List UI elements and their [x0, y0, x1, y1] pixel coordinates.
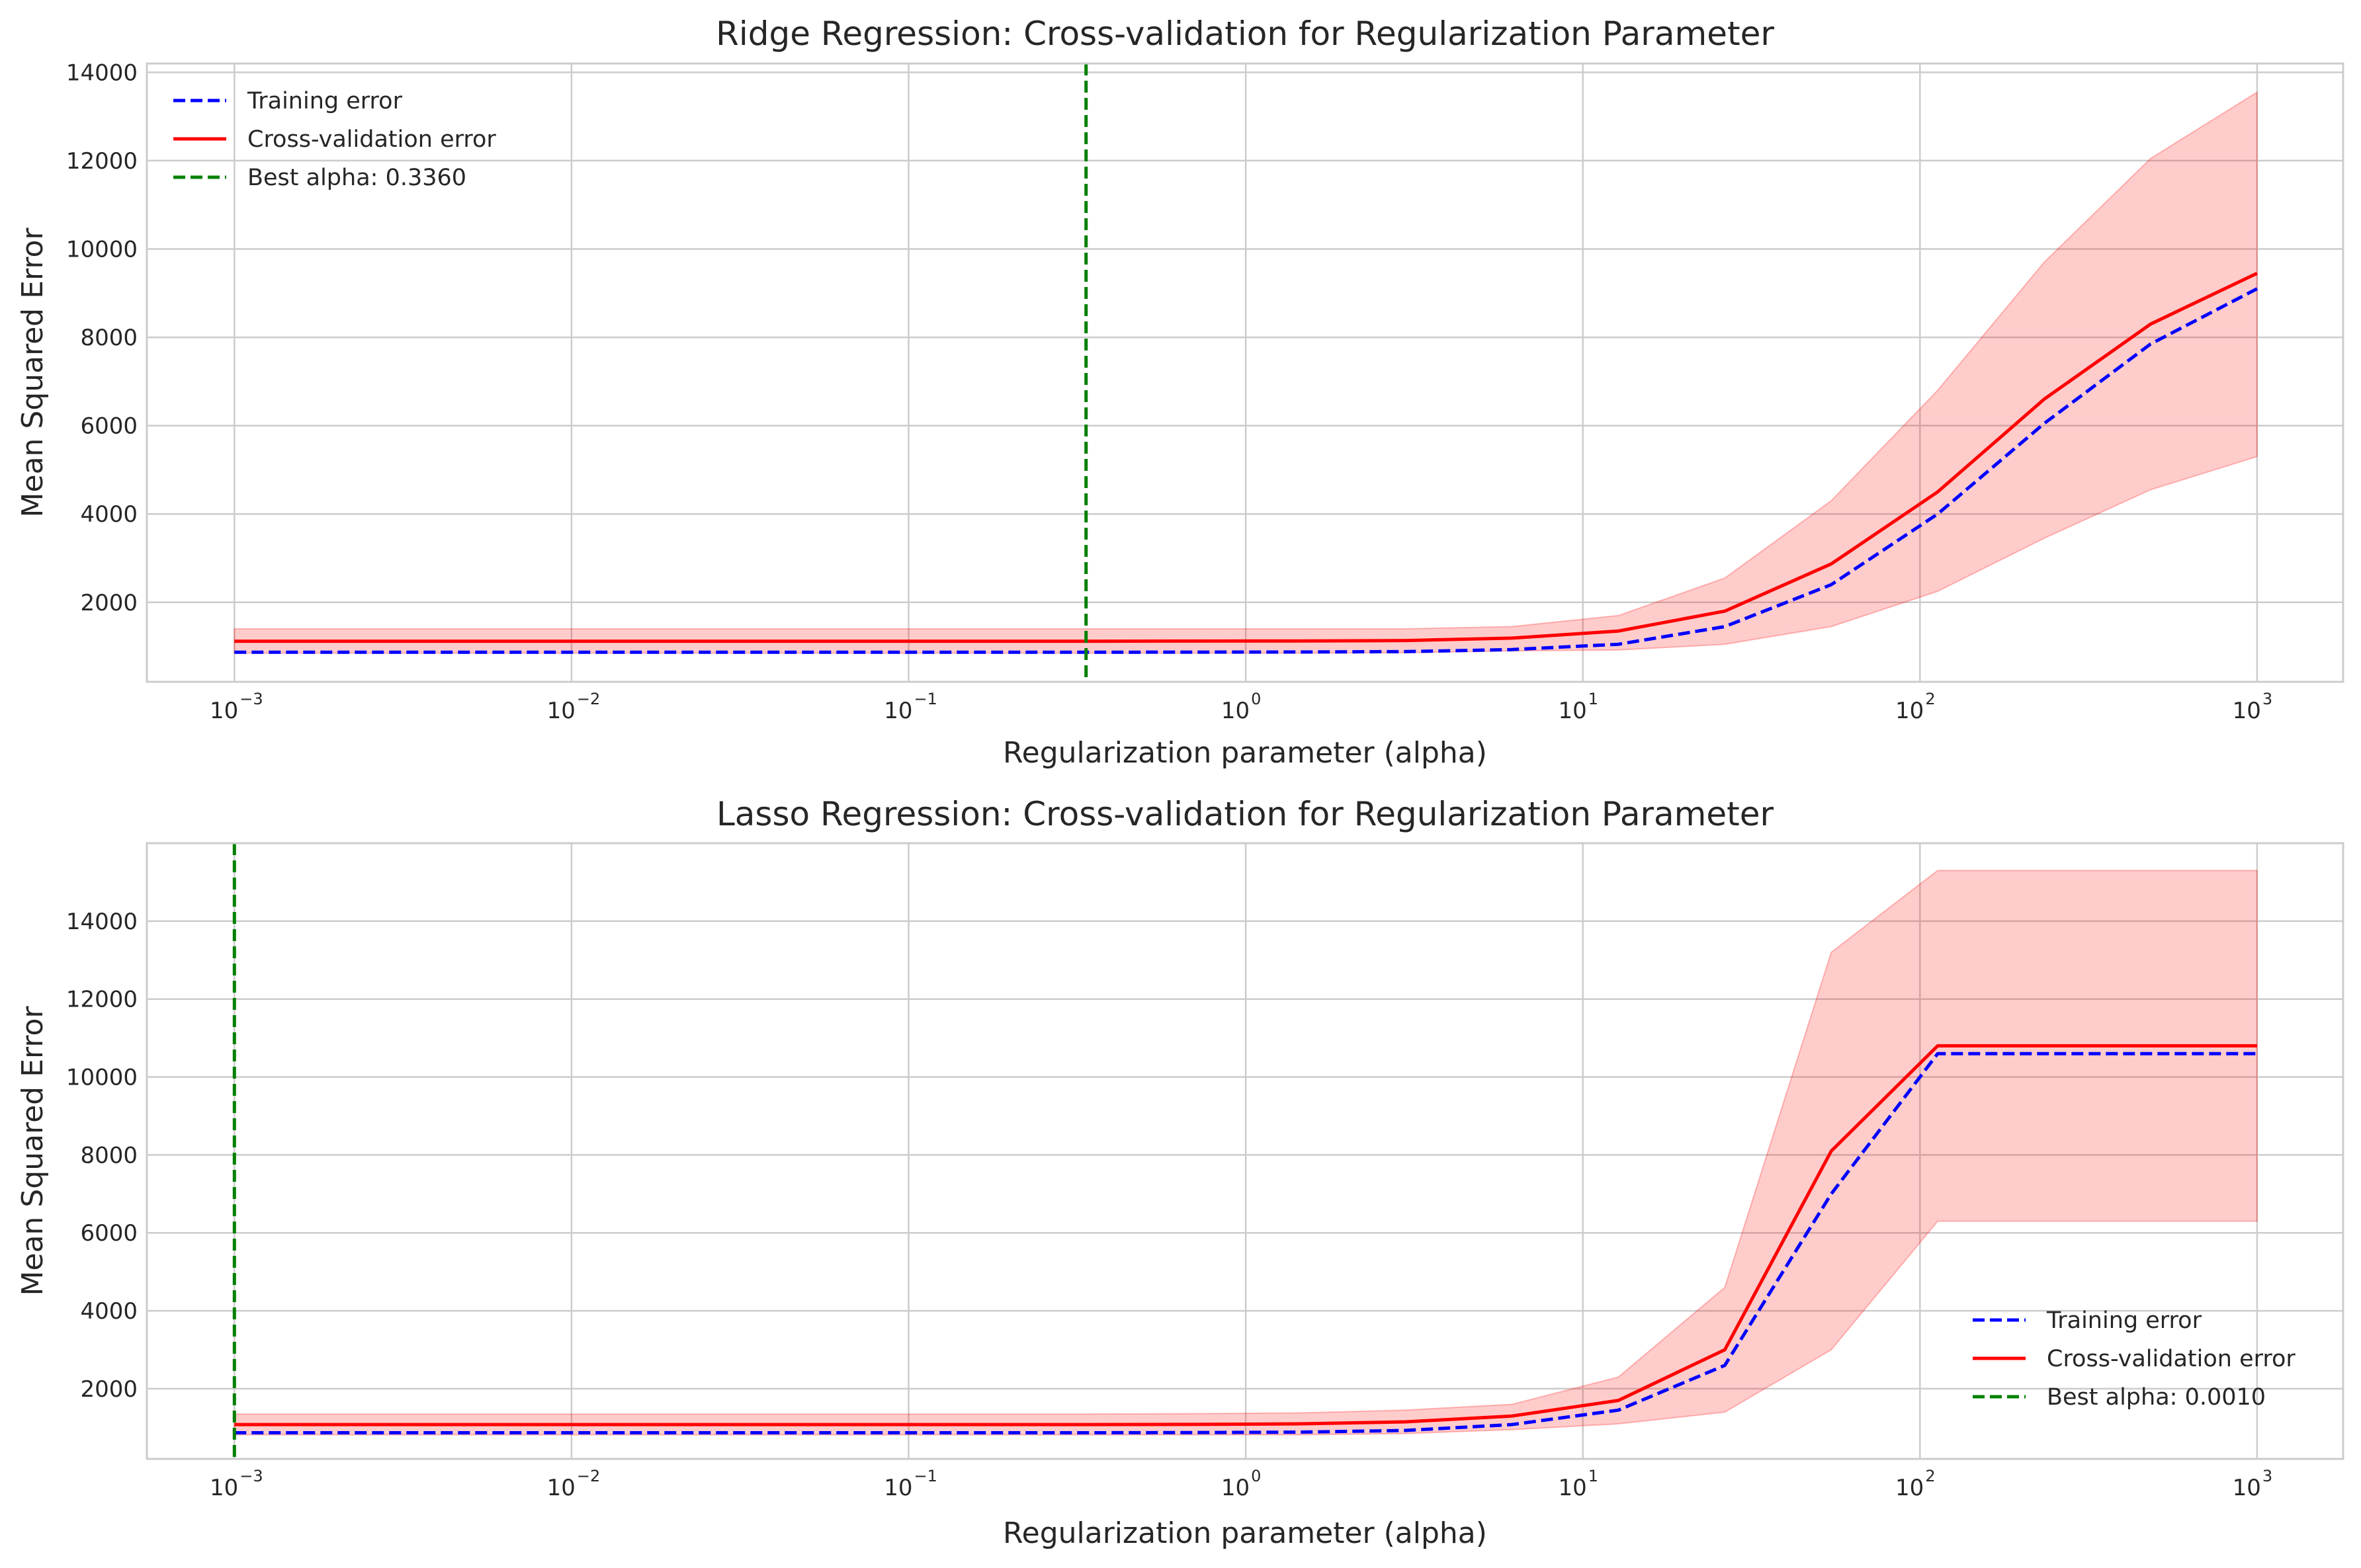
x-tick-label: 10	[547, 1475, 576, 1501]
y-tick-label: 10000	[66, 237, 138, 263]
y-tick-label: 2000	[80, 1376, 138, 1403]
y-tick-label: 8000	[80, 325, 138, 351]
ridge-legend: Training error Cross-validation error Best…	[173, 88, 496, 191]
x-tick-label: 10	[2233, 1475, 2261, 1501]
x-tick-label: 10	[1221, 1475, 1250, 1501]
x-tick-label: 10	[1558, 698, 1586, 724]
x-tick-exponent: −1	[914, 690, 937, 708]
x-tick-label: 10	[1221, 698, 1250, 724]
x-tick-label: 10	[884, 1475, 912, 1501]
x-tick-exponent: −2	[577, 690, 600, 708]
x-tick-label: 10	[547, 698, 576, 724]
y-tick-label: 4000	[80, 1298, 138, 1325]
ridge-gridlines	[147, 63, 2343, 682]
lasso-gridlines	[147, 843, 2343, 1459]
legend-label: Training error	[247, 88, 403, 114]
lasso-training-error-line	[234, 1052, 2257, 1434]
y-tick-label: 10000	[66, 1065, 138, 1091]
y-tick-label: 6000	[80, 1220, 138, 1247]
y-tick-label: 2000	[80, 590, 138, 616]
ridge-y-axis-label: Mean Squared Error	[16, 227, 50, 518]
x-tick-label: 10	[884, 698, 912, 724]
x-tick-exponent: 1	[1588, 690, 1598, 708]
x-tick-exponent: 0	[1251, 690, 1261, 708]
x-tick-exponent: 3	[2262, 690, 2272, 708]
lasso-title: Lasso Regression: Cross-validation for R…	[716, 795, 1774, 833]
x-tick-exponent: 1	[1588, 1467, 1598, 1485]
ridge-title: Ridge Regression: Cross-validation for R…	[716, 15, 1774, 53]
legend-label: Best alpha: 0.3360	[247, 165, 466, 191]
x-tick-exponent: −2	[577, 1467, 600, 1485]
x-tick-label: 10	[2233, 698, 2261, 724]
legend-label: Cross-validation error	[2047, 1346, 2296, 1372]
x-tick-exponent: 0	[1251, 1467, 1261, 1485]
x-tick-label: 10	[210, 1475, 238, 1501]
x-tick-label: 10	[210, 698, 238, 724]
lasso-x-axis-label: Regularization parameter (alpha)	[1003, 1516, 1487, 1550]
y-tick-label: 12000	[66, 148, 138, 175]
x-tick-exponent: 2	[1925, 1467, 1935, 1485]
x-tick-exponent: 2	[1925, 690, 1935, 708]
x-tick-exponent: −3	[239, 690, 263, 708]
legend-label: Best alpha: 0.0010	[2047, 1384, 2266, 1411]
lasso-legend: Training error Cross-validation error Best…	[1973, 1307, 2296, 1411]
ridge-plot-frame	[146, 62, 2344, 683]
y-tick-label: 8000	[80, 1142, 138, 1169]
x-tick-exponent: −3	[239, 1467, 263, 1485]
y-tick-label: 14000	[66, 909, 138, 935]
y-tick-label: 12000	[66, 987, 138, 1013]
x-tick-exponent: −1	[914, 1467, 937, 1485]
x-tick-label: 10	[1558, 1475, 1586, 1501]
lasso-cv-std-band	[234, 870, 2258, 1436]
x-tick-label: 10	[1895, 698, 1924, 724]
ridge-training-error-line	[234, 287, 2258, 654]
legend-label: Cross-validation error	[247, 126, 496, 153]
y-tick-label: 6000	[80, 413, 138, 440]
ridge-x-axis-label: Regularization parameter (alpha)	[1003, 736, 1487, 770]
ridge-cv-error-line	[234, 271, 2258, 643]
lasso-cv-error-line	[234, 1044, 2257, 1426]
x-tick-exponent: 3	[2262, 1467, 2272, 1485]
y-tick-label: 4000	[80, 501, 138, 528]
lasso-y-axis-label: Mean Squared Error	[16, 1006, 50, 1296]
y-tick-label: 14000	[66, 60, 138, 86]
lasso-plot-frame	[146, 842, 2344, 1460]
legend-label: Training error	[2046, 1307, 2202, 1334]
x-tick-label: 10	[1895, 1475, 1924, 1501]
